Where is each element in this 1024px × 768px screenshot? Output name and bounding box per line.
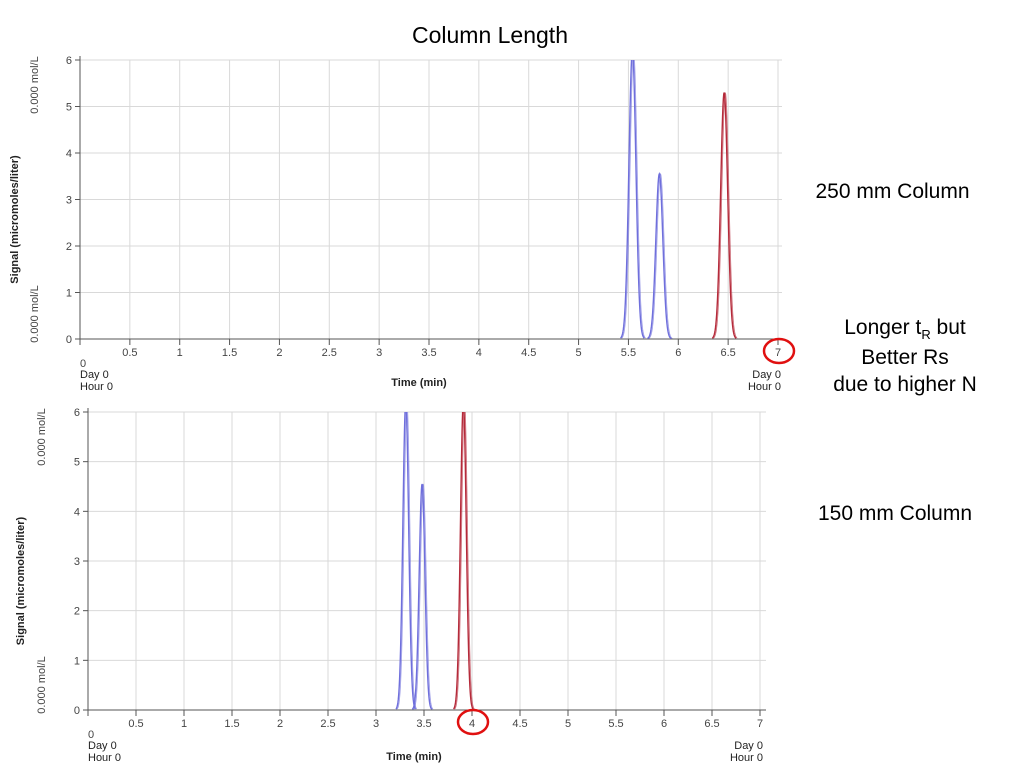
x-tick-label: 1.5 bbox=[222, 347, 237, 359]
note-line-2: Better Rs bbox=[861, 345, 949, 369]
peak-blue-1 bbox=[395, 412, 417, 710]
y-tick-label: 1 bbox=[74, 655, 80, 667]
x-tick-label: 5 bbox=[576, 347, 582, 359]
label-150mm-column: 150 mm Column bbox=[817, 502, 973, 525]
resolution-note: Longer tR but Better Rs due to higher N bbox=[810, 314, 1000, 398]
x-tick-label: 4 bbox=[476, 347, 482, 359]
note-part-1: Longer t bbox=[844, 316, 922, 339]
x-tick-label: 2.5 bbox=[322, 347, 337, 359]
x-tick-label: 3 bbox=[373, 718, 379, 730]
note-line-3: due to higher N bbox=[833, 373, 977, 397]
x-tick-label: 7 bbox=[757, 718, 763, 730]
y-tick-label: 4 bbox=[74, 506, 80, 518]
x-tick-label: 3.5 bbox=[416, 718, 431, 730]
peak-blue-2 bbox=[411, 483, 433, 710]
y-tick-label: 3 bbox=[74, 556, 80, 568]
x-tick-label: 3.5 bbox=[421, 347, 436, 359]
highlight-circle bbox=[456, 708, 490, 736]
x-tick-label: 4.5 bbox=[512, 718, 527, 730]
x-tick-label: 0 bbox=[88, 729, 94, 741]
y-tick-label: 6 bbox=[66, 55, 72, 67]
highlight-circle bbox=[762, 337, 796, 365]
grid bbox=[80, 59, 782, 339]
y-tick-label: 2 bbox=[74, 606, 80, 618]
note-part-2: but bbox=[930, 316, 966, 339]
x-tick-label: 0 bbox=[80, 358, 86, 370]
peak-blue-1-shadow bbox=[621, 60, 646, 339]
y-tick-label: 4 bbox=[66, 148, 72, 160]
x-tick-label: 4.5 bbox=[521, 347, 536, 359]
y-tick-label: 6 bbox=[74, 407, 80, 419]
peak-blue-2-shadow bbox=[413, 483, 434, 710]
peak-blue-2 bbox=[647, 171, 672, 340]
x-axis-label: Time (min) bbox=[391, 377, 447, 389]
y-axis-label: Signal (micromoles/liter) bbox=[15, 516, 27, 645]
x-start-hour: Hour 0 bbox=[80, 381, 113, 393]
peak-red-3 bbox=[711, 92, 737, 339]
peak-red-3 bbox=[453, 412, 474, 710]
note-line-1: Longer tR but bbox=[810, 314, 1000, 344]
x-start-day: Day 0 bbox=[80, 369, 109, 381]
x-tick-label: 2 bbox=[277, 718, 283, 730]
x-tick-label: 5.5 bbox=[608, 718, 623, 730]
peak-blue-2-shadow bbox=[648, 172, 673, 339]
x-tick-label: 2 bbox=[276, 347, 282, 359]
x-tick-label: 1 bbox=[177, 347, 183, 359]
peaks bbox=[395, 412, 475, 710]
y-unit-top: 0.000 mol/L bbox=[36, 408, 48, 465]
x-tick-label: 6.5 bbox=[704, 718, 719, 730]
slide-title: Column Length bbox=[412, 22, 568, 48]
bottom-chromatogram: 0 0.5 1 1.5 2 2.5 3 3.5 4 4.5 5 5.5 6 6.5 7 0 1 2 3 4 5 6 Day … bbox=[15, 407, 766, 764]
x-tick-label: 1.5 bbox=[224, 718, 239, 730]
peak-red-3-shadow bbox=[454, 412, 475, 710]
y-unit-bottom: 0.000 mol/L bbox=[29, 285, 41, 342]
y-unit-top: 0.000 mol/L bbox=[29, 56, 41, 113]
y-tick-label: 5 bbox=[74, 457, 80, 469]
x-tick-label: 4 bbox=[469, 718, 475, 730]
y-tick-label: 3 bbox=[66, 195, 72, 207]
y-tick-label: 0 bbox=[74, 705, 80, 717]
x-end-day: Day 0 bbox=[752, 369, 781, 381]
x-axis-label: Time (min) bbox=[386, 751, 442, 763]
x-tick-label: 6 bbox=[661, 718, 667, 730]
label-250mm-column: 250 mm Column bbox=[815, 180, 970, 203]
x-end-day: Day 0 bbox=[734, 740, 763, 752]
x-tick-label: 6 bbox=[675, 347, 681, 359]
x-tick-label: 0.5 bbox=[122, 347, 137, 359]
y-tick-label: 1 bbox=[66, 288, 72, 300]
x-tick-label: 7 bbox=[775, 347, 781, 359]
peak-red-3-shadow bbox=[713, 92, 738, 339]
note-subscript: R bbox=[921, 327, 931, 342]
x-start-day: Day 0 bbox=[88, 740, 117, 752]
y-tick-label: 0 bbox=[66, 334, 72, 346]
y-tick-label: 2 bbox=[66, 241, 72, 253]
x-tick-label: 2.5 bbox=[320, 718, 335, 730]
x-tick-label: 5.5 bbox=[621, 347, 636, 359]
peaks bbox=[620, 60, 738, 340]
peak-blue-1 bbox=[620, 60, 645, 339]
x-end-hour: Hour 0 bbox=[748, 381, 781, 393]
x-end-hour: Hour 0 bbox=[730, 752, 763, 764]
peak-blue-1-shadow bbox=[396, 412, 418, 710]
x-tick-label: 6.5 bbox=[720, 347, 735, 359]
x-tick-label: 0.5 bbox=[128, 718, 143, 730]
y-tick-label: 5 bbox=[66, 102, 72, 114]
x-start-hour: Hour 0 bbox=[88, 752, 121, 764]
x-tick-label: 5 bbox=[565, 718, 571, 730]
x-tick-label: 3 bbox=[376, 347, 382, 359]
y-unit-bottom: 0.000 mol/L bbox=[36, 656, 48, 713]
x-tick-label: 1 bbox=[181, 718, 187, 730]
top-chromatogram: 0 0.5 1 1.5 2 2.5 3 3.5 4 4.5 5 5.5 6 6.5 7 0 1 2 3 4 5 6 Day … bbox=[9, 55, 796, 393]
y-axis-label: Signal (micromoles/liter) bbox=[9, 155, 21, 284]
